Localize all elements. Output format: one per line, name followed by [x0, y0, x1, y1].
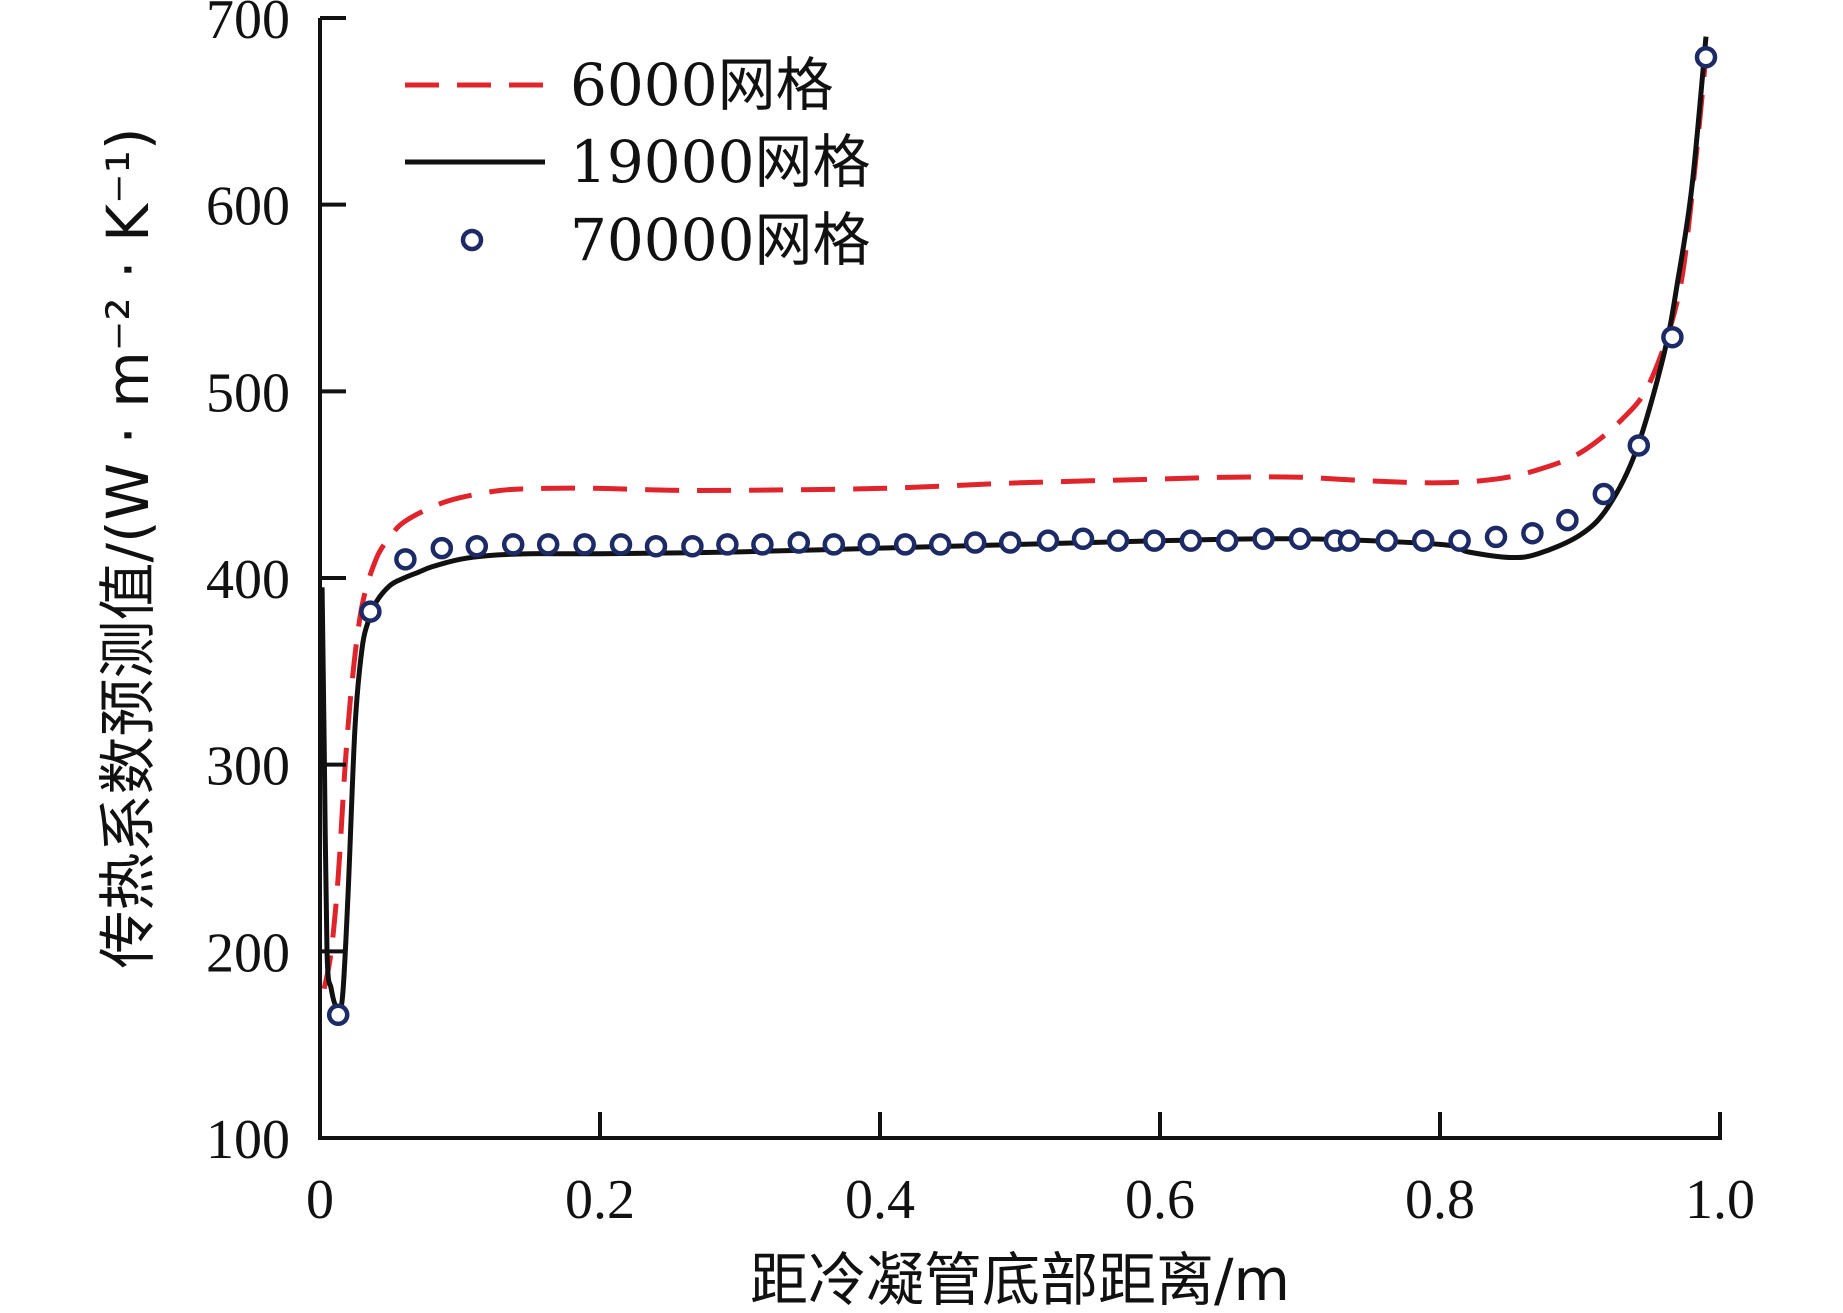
series-19000-line	[319, 36, 1709, 1013]
y-tick-label: 100	[206, 1109, 290, 1171]
legend-label: 19000网格	[570, 128, 871, 196]
data-point-marker	[1556, 508, 1579, 532]
data-point-marker	[1694, 45, 1718, 69]
data-point-marker	[1411, 529, 1435, 552]
series-layer	[319, 36, 1718, 1027]
data-point-marker	[1592, 482, 1616, 506]
y-axis-title: 传热系数预测值/(W · m⁻² · K⁻¹)	[94, 127, 162, 968]
x-tick-label: 0	[306, 1169, 334, 1231]
data-point-marker	[536, 533, 560, 556]
y-tick-label: 500	[206, 362, 290, 424]
y-tick-label: 200	[206, 922, 290, 984]
data-point-marker	[1288, 527, 1312, 551]
data-point-marker	[1252, 527, 1275, 551]
data-point-marker	[394, 548, 417, 571]
data-point-marker	[609, 533, 633, 556]
data-point-marker	[928, 533, 952, 556]
legend-label: 6000网格	[570, 51, 834, 119]
series-6000-line	[321, 55, 1709, 990]
data-point-marker	[644, 535, 668, 558]
x-tick-label: 0.6	[1125, 1169, 1195, 1231]
ticks-layer: 0 0.2 0.4 0.6 0.8 1.0 100 200 300 400 500 600 700	[206, 0, 1755, 1231]
y-tick-label: 300	[206, 736, 290, 798]
y-tick-label: 400	[206, 549, 290, 611]
data-point-marker	[893, 533, 917, 556]
data-point-marker	[1448, 529, 1471, 552]
data-point-marker	[1215, 529, 1239, 552]
data-point-marker	[857, 533, 881, 556]
legend-label: 70000网格	[570, 206, 871, 274]
series-70000-markers	[326, 45, 1718, 1027]
data-point-marker	[430, 536, 454, 560]
data-point-marker	[1036, 529, 1060, 552]
legend: 6000网格 19000网格 70000网格	[405, 51, 871, 274]
data-point-marker	[465, 535, 489, 558]
data-point-marker	[1179, 529, 1203, 552]
x-tick-label: 0.8	[1405, 1169, 1475, 1231]
data-point-marker	[501, 533, 525, 556]
data-point-marker	[1627, 434, 1651, 457]
data-point-marker	[1337, 529, 1361, 552]
data-point-marker	[787, 531, 811, 554]
data-point-marker	[998, 531, 1022, 554]
legend-marker	[460, 228, 484, 252]
y-tick-label: 700	[206, 0, 290, 51]
data-point-marker	[1484, 525, 1508, 549]
data-point-marker	[1106, 529, 1130, 552]
x-tick-label: 1.0	[1685, 1169, 1755, 1231]
data-point-marker	[1375, 529, 1399, 552]
data-point-marker	[681, 535, 704, 558]
data-point-marker	[326, 1003, 350, 1027]
axes-layer	[318, 18, 1722, 1140]
x-tick-label: 0.4	[845, 1169, 915, 1231]
data-point-marker	[1521, 521, 1544, 545]
data-point-marker	[963, 531, 987, 554]
data-point-marker	[751, 533, 774, 556]
data-point-marker	[1143, 529, 1166, 552]
data-point-marker	[716, 533, 739, 556]
y-tick-label: 600	[206, 176, 290, 238]
x-axis-title: 距冷凝管底部距离/m	[750, 1246, 1290, 1313]
data-point-marker	[1661, 325, 1684, 349]
data-point-marker	[822, 533, 846, 556]
data-point-marker	[573, 533, 596, 556]
data-point-marker	[1071, 527, 1095, 551]
x-tick-label: 0.2	[565, 1169, 635, 1231]
data-point-marker	[359, 600, 382, 623]
